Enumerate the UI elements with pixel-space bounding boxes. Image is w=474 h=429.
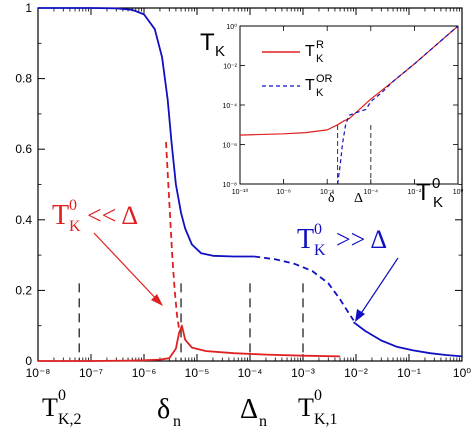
- main-series-line: [353, 321, 463, 358]
- main-x-tick-label: 10⁻⁶: [132, 366, 157, 380]
- main-series-line: [254, 255, 355, 321]
- label-Delta-n: Δ n: [240, 394, 267, 429]
- red-annotation-sup: 0: [69, 197, 77, 214]
- blue-arrow: [357, 257, 399, 319]
- red-arrow-head: [151, 294, 163, 306]
- main-y-tick-label: 0.2: [15, 283, 32, 297]
- inset-y-tick-label: 10⁻²: [223, 64, 237, 71]
- main-x-tick-label: 10⁻⁴: [238, 366, 263, 380]
- inset-ylabel: T K: [200, 29, 225, 60]
- svg-text:0: 0: [432, 175, 440, 192]
- svg-text:n: n: [259, 413, 267, 429]
- label-tk2: T 0 K,2: [42, 387, 82, 428]
- svg-text:K,1: K,1: [314, 411, 338, 428]
- inset-y-tick-label: 10⁰: [226, 23, 237, 31]
- red-arrow: [93, 232, 161, 304]
- main-series-line: [165, 142, 180, 330]
- red-annotation-rel: << Δ: [87, 201, 138, 230]
- inset-x-tick-label: 10⁰: [453, 188, 464, 196]
- blue-annotation-sub: K: [314, 242, 326, 259]
- main-series-line: [38, 324, 341, 362]
- svg-text:T: T: [42, 393, 58, 422]
- svg-text:K: K: [215, 43, 225, 60]
- inset-label-delta: δ: [328, 191, 335, 206]
- inset-ticks: 10⁻¹⁰ 10⁻⁸ 10⁻⁶ 10⁻⁴ 10⁻² 10⁰10⁻⁸10⁻⁶10⁻⁴10⁻²…: [223, 23, 464, 196]
- main-x-tick-label: 10⁰: [453, 366, 471, 380]
- svg-text:OR: OR: [316, 73, 333, 85]
- main-y-tick-label: 0: [25, 354, 32, 368]
- inset-x-tick-label: 10⁻²: [407, 189, 421, 196]
- marker-labels: T 0 K,2 δ n Δ n T 0 K,1: [42, 387, 338, 429]
- main-x-tick-label: 10⁻³: [291, 366, 315, 380]
- blue-annotation: T K 0 >> Δ: [297, 221, 399, 322]
- svg-text:δ: δ: [157, 394, 170, 425]
- blue-annotation-sup: 0: [314, 221, 322, 238]
- svg-text:T: T: [416, 179, 431, 206]
- svg-text:K: K: [316, 53, 324, 65]
- inset-background: [240, 26, 458, 184]
- inset-y-tick-label: 10⁻⁸: [223, 182, 237, 189]
- svg-text:R: R: [316, 39, 324, 51]
- main-series-line: [38, 7, 255, 258]
- svg-text:0: 0: [314, 387, 322, 404]
- main-y-tick-label: 0.4: [15, 213, 32, 227]
- main-series: [38, 7, 463, 362]
- red-annotation: T K 0 << Δ: [52, 197, 163, 306]
- inset-markers: [337, 125, 372, 184]
- main-x-tick-label: 10⁻⁵: [185, 366, 210, 380]
- main-x-tick-label: 10⁻²: [344, 366, 368, 380]
- inset-x-tick-label: 10⁻⁴: [364, 189, 379, 196]
- main-x-tick-label: 10⁻⁷: [79, 366, 103, 380]
- blue-arrow-head: [355, 309, 365, 322]
- svg-text:K,2: K,2: [58, 411, 82, 428]
- main-y-tick-label: 0.8: [15, 72, 32, 86]
- inset-x-tick-label: 10⁻⁸: [276, 189, 290, 196]
- red-annotation-text: T: [52, 200, 69, 231]
- blue-annotation-text: T: [297, 224, 314, 255]
- inset-marker-labels: δ Δ: [328, 191, 363, 206]
- inset-series-line: [337, 25, 459, 185]
- blue-annotation-rel: >> Δ: [336, 225, 387, 254]
- inset-xlabel: T K 0: [416, 175, 443, 211]
- inset-x-tick-label: 10⁻¹⁰: [232, 188, 249, 196]
- svg-text:0: 0: [58, 387, 66, 404]
- inset-y-tick-label: 10⁻⁶: [223, 143, 237, 150]
- main-markers: [78, 283, 304, 361]
- inset-series: [239, 25, 459, 185]
- main-y-tick-label: 0.6: [15, 142, 32, 156]
- red-annotation-sub: K: [69, 218, 81, 235]
- svg-text:K: K: [316, 87, 324, 99]
- main-y-tick-label: 1: [25, 1, 32, 15]
- label-delta-n: δ n: [157, 394, 181, 429]
- inset-x-tick-label: 10⁻⁶: [320, 189, 334, 196]
- inset-legend: T R K T OR K: [262, 39, 333, 99]
- inset-label-Delta: Δ: [354, 191, 363, 206]
- legend-label-red: T: [305, 43, 315, 60]
- svg-text:n: n: [173, 413, 181, 429]
- main-x-tick-label: 10⁻¹: [397, 366, 421, 380]
- legend-label-blue: T: [305, 77, 315, 94]
- svg-text:T: T: [200, 29, 215, 56]
- inset-y-tick-label: 10⁻⁴: [223, 103, 238, 110]
- svg-text:K: K: [433, 194, 443, 211]
- main-x-tick-label: 10⁻⁸: [26, 366, 51, 380]
- main-ticks: 10⁻⁸ 10⁻⁷ 10⁻⁶ 10⁻⁵ 10⁻⁴ 10⁻³ 10⁻² 10⁻¹ 10⁰ 0 0.2 0…: [15, 1, 471, 380]
- svg-text:Δ: Δ: [240, 394, 258, 425]
- label-tk1: T 0 K,1: [298, 387, 338, 428]
- svg-text:T: T: [298, 393, 314, 422]
